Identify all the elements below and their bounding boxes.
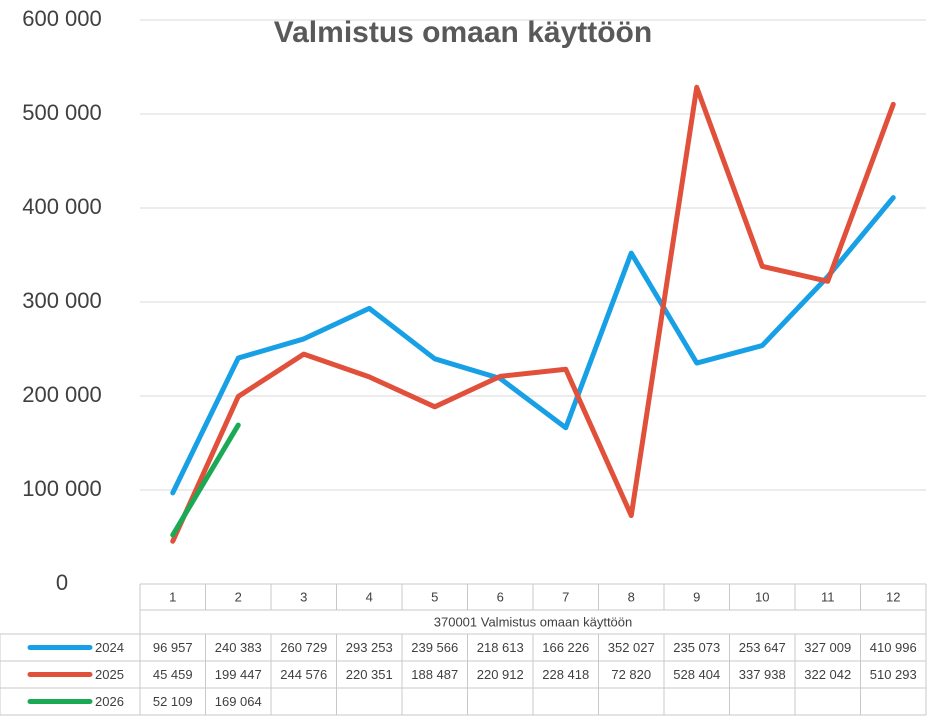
value-label: 199 447 (215, 667, 262, 682)
x-tick-label: 7 (562, 589, 569, 604)
value-label: 228 418 (542, 667, 589, 682)
x-tick-label: 12 (886, 589, 900, 604)
y-tick-label: 0 (56, 570, 68, 595)
value-label: 218 613 (477, 640, 524, 655)
x-tick-label: 8 (628, 589, 635, 604)
value-label: 253 647 (739, 640, 786, 655)
value-label: 96 957 (153, 640, 193, 655)
value-label: 188 487 (411, 667, 458, 682)
legend-label: 2026 (95, 694, 124, 709)
y-tick-label: 600 000 (22, 6, 102, 31)
value-label: 260 729 (280, 640, 327, 655)
x-tick-label: 9 (693, 589, 700, 604)
legend-label: 2025 (95, 667, 124, 682)
x-axis-label: 370001 Valmistus omaan käyttöön (434, 614, 633, 629)
x-tick-label: 6 (497, 589, 504, 604)
value-label: 510 293 (870, 667, 917, 682)
series-line (170, 84, 896, 544)
y-tick-label: 300 000 (22, 288, 102, 313)
value-label: 72 820 (611, 667, 651, 682)
x-tick-label: 4 (366, 589, 373, 604)
y-tick-label: 100 000 (22, 476, 102, 501)
value-label: 327 009 (804, 640, 851, 655)
value-label: 45 459 (153, 667, 193, 682)
value-label: 220 351 (346, 667, 393, 682)
series-line (170, 195, 896, 496)
x-tick-label: 10 (755, 589, 769, 604)
value-label: 337 938 (739, 667, 786, 682)
x-tick-label: 11 (821, 589, 835, 604)
value-label: 52 109 (153, 694, 193, 709)
legend-label: 2024 (95, 640, 124, 655)
value-label: 352 027 (608, 640, 655, 655)
value-label: 235 073 (673, 640, 720, 655)
x-tick-label: 3 (300, 589, 307, 604)
y-tick-label: 500 000 (22, 100, 102, 125)
value-label: 293 253 (346, 640, 393, 655)
x-tick-label: 5 (431, 589, 438, 604)
value-label: 244 576 (280, 667, 327, 682)
value-label: 322 042 (804, 667, 851, 682)
value-label: 410 996 (870, 640, 917, 655)
x-tick-label: 2 (235, 589, 242, 604)
value-label: 528 404 (673, 667, 720, 682)
y-tick-label: 400 000 (22, 194, 102, 219)
x-tick-label: 1 (169, 589, 176, 604)
value-label: 169 064 (215, 694, 262, 709)
chart-title: Valmistus omaan käyttöön (274, 16, 652, 49)
value-label: 166 226 (542, 640, 589, 655)
value-label: 240 383 (215, 640, 262, 655)
value-label: 220 912 (477, 667, 524, 682)
series-line (170, 422, 241, 538)
y-tick-label: 200 000 (22, 382, 102, 407)
value-label: 239 566 (411, 640, 458, 655)
